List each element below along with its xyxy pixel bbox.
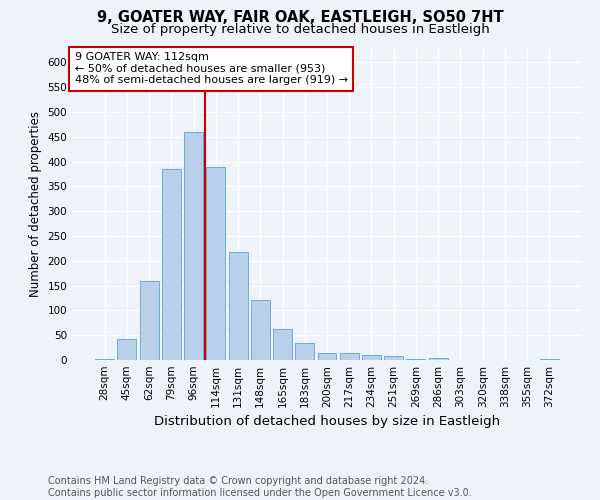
Bar: [317, 352, 337, 360]
Bar: [540, 358, 559, 360]
Bar: [206, 166, 225, 360]
Bar: [406, 358, 425, 360]
Bar: [273, 329, 292, 360]
Bar: [340, 352, 359, 360]
X-axis label: Distribution of detached houses by size in Eastleigh: Distribution of detached houses by size …: [154, 416, 500, 428]
Bar: [162, 169, 181, 360]
Bar: [184, 132, 203, 360]
Bar: [251, 300, 270, 360]
Bar: [362, 355, 381, 360]
Bar: [140, 280, 158, 360]
Bar: [229, 252, 248, 360]
Text: Size of property relative to detached houses in Eastleigh: Size of property relative to detached ho…: [110, 22, 490, 36]
Bar: [384, 356, 403, 360]
Bar: [295, 342, 314, 360]
Text: Contains HM Land Registry data © Crown copyright and database right 2024.
Contai: Contains HM Land Registry data © Crown c…: [48, 476, 472, 498]
Text: 9, GOATER WAY, FAIR OAK, EASTLEIGH, SO50 7HT: 9, GOATER WAY, FAIR OAK, EASTLEIGH, SO50…: [97, 10, 503, 25]
Text: 9 GOATER WAY: 112sqm
← 50% of detached houses are smaller (953)
48% of semi-deta: 9 GOATER WAY: 112sqm ← 50% of detached h…: [74, 52, 347, 86]
Y-axis label: Number of detached properties: Number of detached properties: [29, 111, 42, 296]
Bar: [118, 339, 136, 360]
Bar: [429, 358, 448, 360]
Bar: [95, 358, 114, 360]
